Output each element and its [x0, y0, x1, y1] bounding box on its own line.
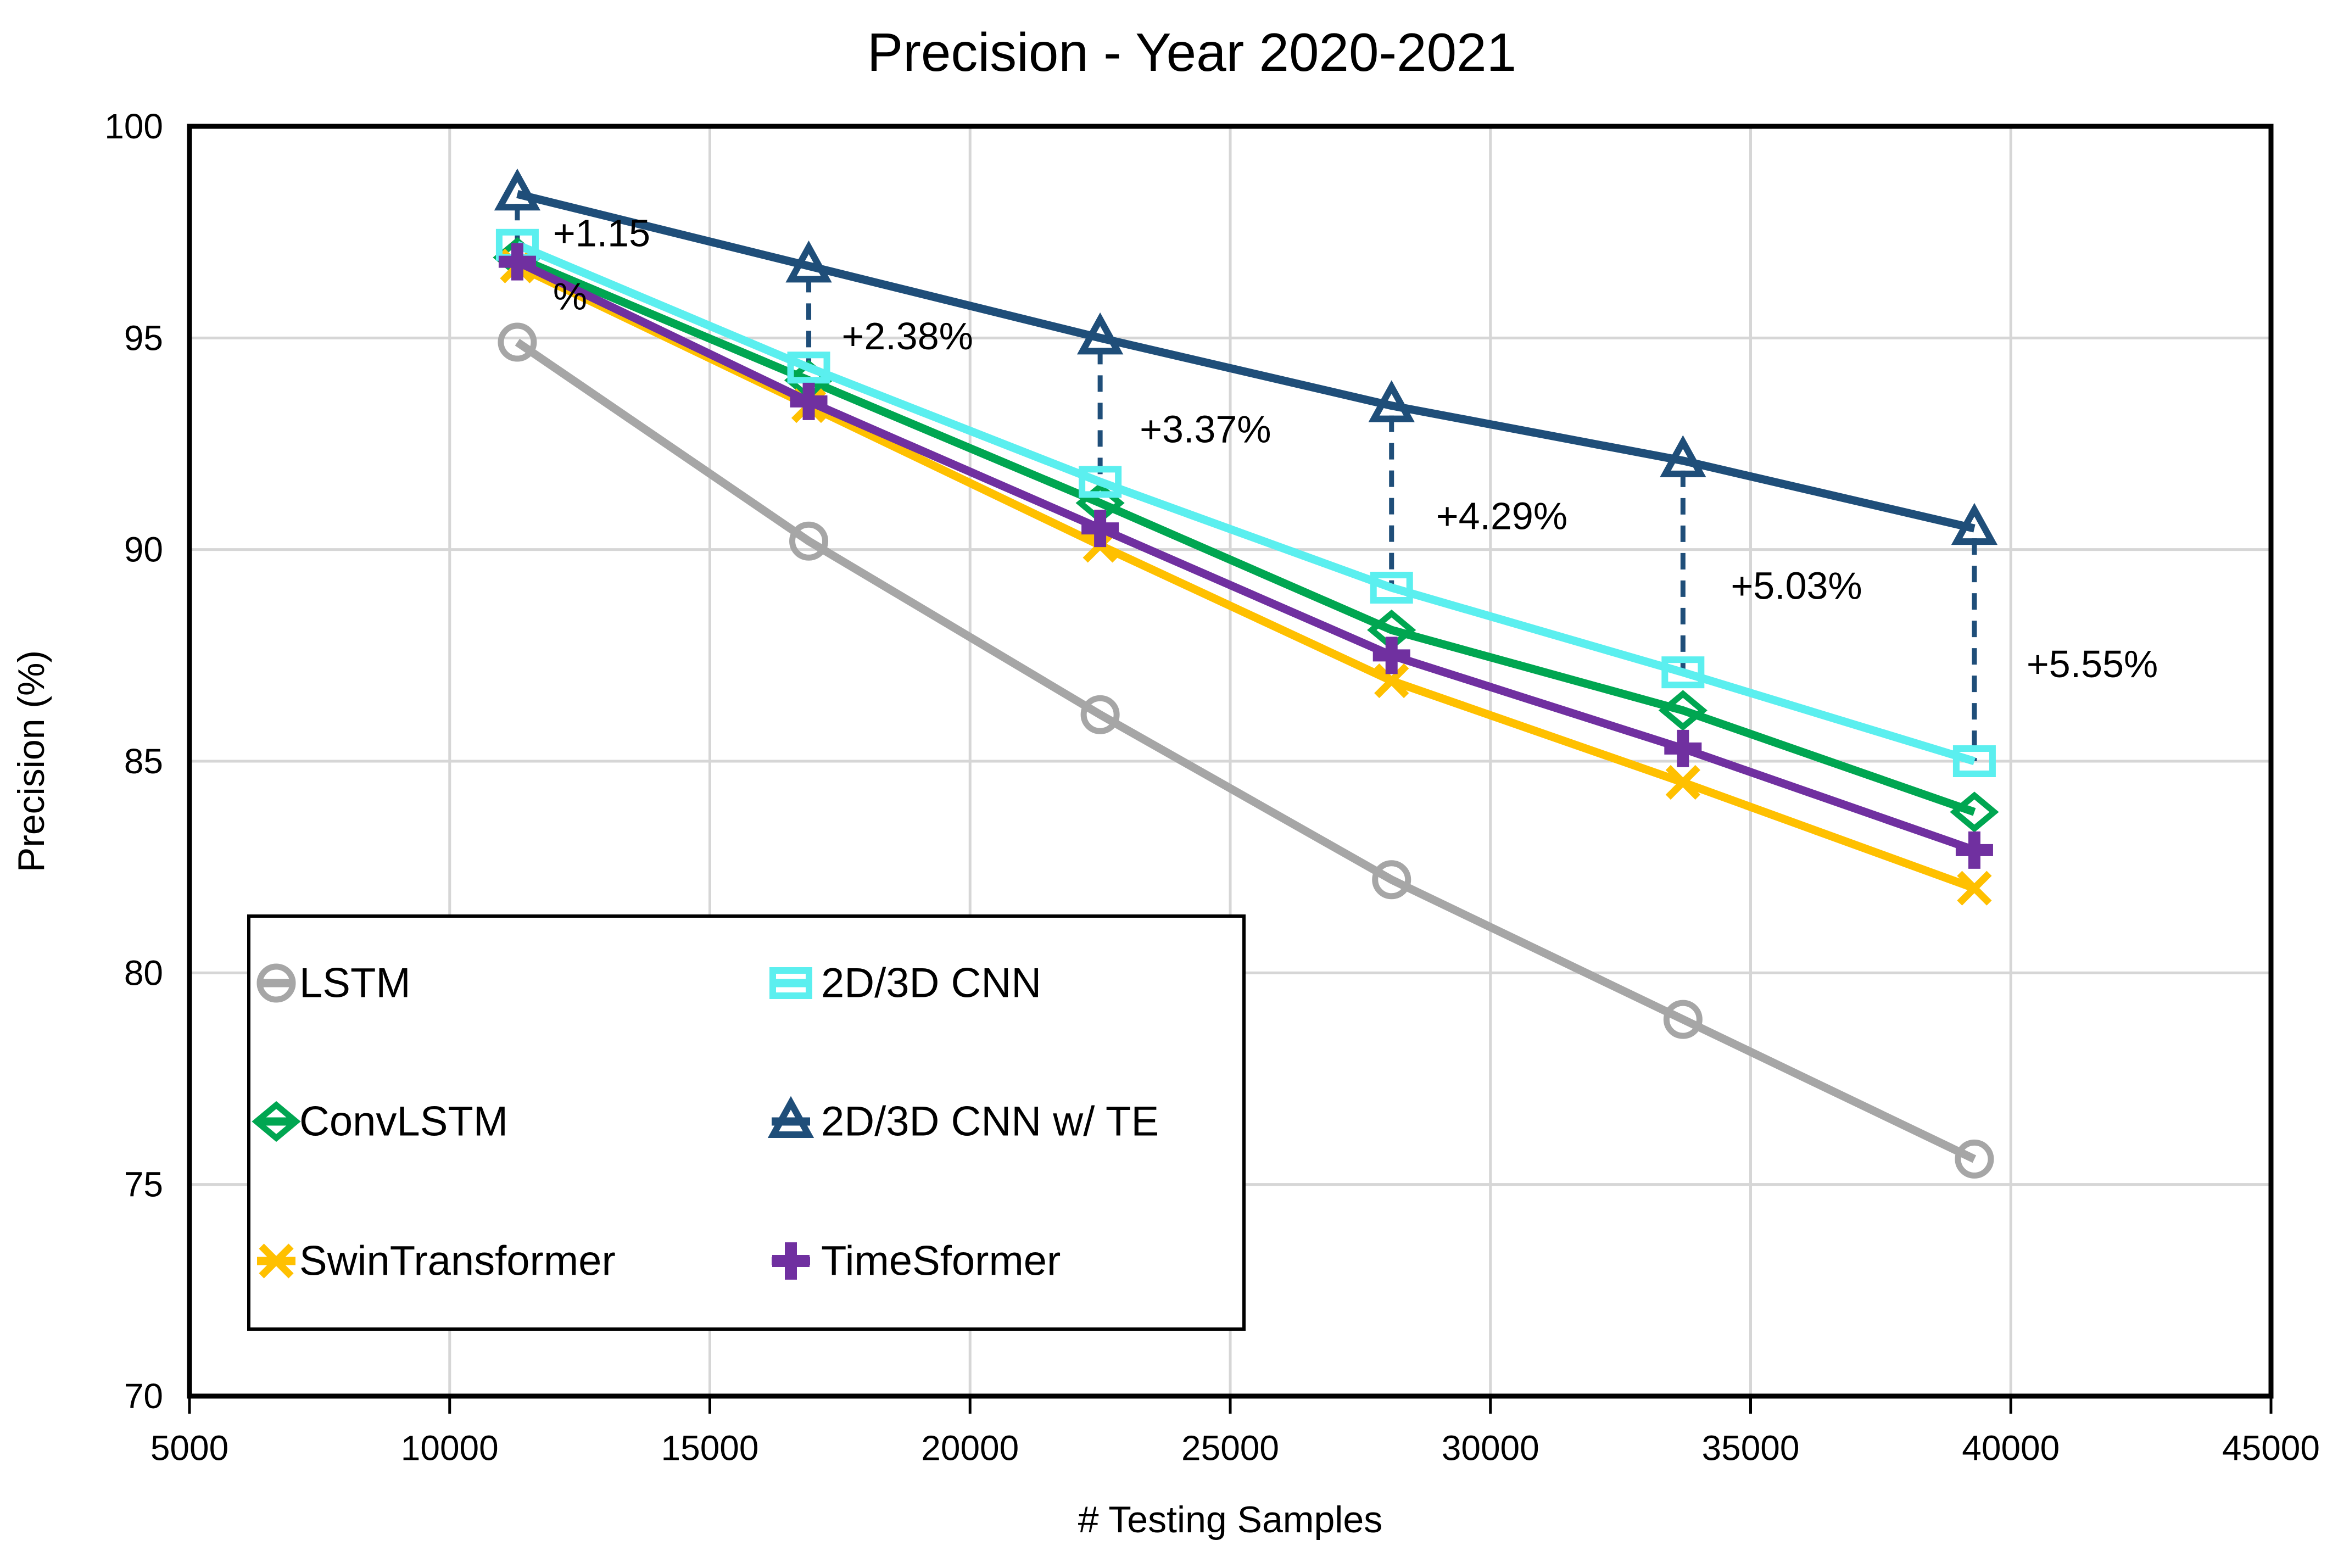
triangle-marker-icon: [1951, 503, 1998, 545]
y-tick-label: 95: [124, 318, 163, 358]
plus-marker-icon: [1372, 637, 1410, 674]
annotation-labels: +1.15% +2.38% +3.37% +4.29% +5.03% +5.55%: [553, 212, 2158, 686]
gap-annotation: +5.55%: [2027, 643, 2158, 685]
gap-annotation: +1.15: [553, 212, 650, 255]
legend-item-timesformer: TimeSformer: [772, 1238, 1061, 1285]
plus-marker-icon: [1955, 831, 1993, 869]
circle-marker-icon: [1663, 1000, 1703, 1039]
legend: LSTM 2D/3D CNN ConvLSTM 2D/3D CNN w/ TE Swin…: [247, 914, 1246, 1331]
y-tick-label: 75: [124, 1165, 163, 1204]
series-2d-3d-cnn: [495, 228, 1996, 777]
square-marker-icon: [1079, 466, 1122, 498]
y-tick-label: 70: [124, 1376, 163, 1416]
circle-marker-icon: [256, 963, 296, 1003]
y-tick-label: 85: [124, 741, 163, 781]
series-line-2d-3d-cnn-w-te: [516, 190, 1976, 533]
series-line-timesformer: [515, 258, 1976, 854]
y-axis: 70 75 80 85 90 95 100: [104, 107, 163, 1416]
gap-annotation: +5.03%: [1731, 564, 1862, 607]
series-line-lstm: [515, 338, 1977, 1163]
square-marker-icon: [787, 351, 830, 384]
x-marker-icon: [1957, 871, 1992, 906]
circle-marker-icon: [1372, 860, 1411, 900]
series-timesformer: [498, 243, 1993, 869]
legend-label: TimeSformer: [821, 1238, 1061, 1285]
x-tick-label: 25000: [1181, 1428, 1279, 1467]
plus-marker-icon: [498, 243, 536, 281]
triangle-marker-icon: [1368, 380, 1415, 422]
x-tick-label: 35000: [1702, 1428, 1800, 1467]
x-axis: 5000 10000 15000 20000 25000 30000 35000 40000 4…: [150, 1396, 2320, 1467]
circle-marker-icon: [498, 322, 537, 362]
plus-marker-icon: [1664, 729, 1702, 767]
x-marker-icon: [259, 1243, 294, 1279]
y-axis-title: Precision (%): [10, 650, 52, 872]
legend-item-2d-3d-cnn: 2D/3D CNN: [769, 960, 1041, 1007]
x-tick-label: 20000: [921, 1428, 1019, 1467]
legend-item-convlstm: ConvLSTM: [252, 1098, 508, 1145]
annotation-connectors: [515, 204, 1977, 761]
y-tick-label: 80: [124, 953, 163, 992]
plus-marker-icon: [772, 1242, 810, 1280]
circle-marker-icon: [789, 521, 829, 561]
diamond-marker-icon: [1950, 791, 1999, 833]
legend-label: SwinTransformer: [299, 1238, 616, 1285]
square-marker-icon: [1952, 745, 1996, 777]
triangle-marker-icon: [785, 240, 832, 283]
legend-label: ConvLSTM: [299, 1098, 508, 1145]
x-marker-icon: [1374, 663, 1409, 699]
legend-label: 2D/3D CNN w/ TE: [821, 1098, 1159, 1145]
chart-title: Precision - Year 2020-2021: [867, 22, 1516, 82]
x-tick-label: 40000: [1962, 1428, 2060, 1467]
x-tick-label: 45000: [2222, 1428, 2320, 1467]
series-lstm: [498, 322, 1994, 1179]
x-tick-label: 5000: [150, 1428, 228, 1467]
square-marker-icon: [1370, 572, 1413, 604]
legend-item-lstm: LSTM: [256, 960, 411, 1007]
gap-annotation: +4.29%: [1436, 494, 1567, 537]
legend-item-2d-3d-cnn-w-te: 2D/3D CNN w/ TE: [767, 1096, 1159, 1145]
legend-item-swintransformer: SwinTransformer: [257, 1238, 616, 1285]
plus-marker-icon: [1081, 510, 1119, 548]
plus-marker-icon: [790, 382, 828, 420]
series-2d-3d-cnn-w-te: [494, 168, 1998, 545]
triangle-marker-icon: [1076, 312, 1124, 355]
gap-annotation: +3.37%: [1140, 408, 1271, 450]
x-axis-title: # Testing Samples: [1078, 1499, 1382, 1541]
triangle-marker-icon: [767, 1096, 814, 1138]
legend-label: LSTM: [299, 960, 411, 1007]
square-marker-icon: [769, 967, 812, 999]
y-tick-label: 100: [104, 107, 163, 146]
square-marker-icon: [1661, 656, 1705, 689]
x-marker-icon: [1665, 765, 1700, 800]
diamond-marker-icon: [1658, 690, 1708, 731]
y-tick-label: 90: [124, 530, 163, 570]
circle-marker-icon: [1080, 695, 1120, 734]
legend-label: 2D/3D CNN: [821, 960, 1041, 1007]
circle-marker-icon: [1955, 1139, 1994, 1179]
triangle-marker-icon: [1660, 435, 1706, 477]
x-tick-label: 30000: [1442, 1428, 1539, 1467]
series-line-2d-3d-cnn: [516, 241, 1976, 766]
x-tick-label: 15000: [661, 1428, 759, 1467]
legend-box: [247, 914, 1246, 1331]
triangle-marker-icon: [494, 168, 541, 211]
x-tick-label: 10000: [401, 1428, 499, 1467]
diamond-marker-icon: [252, 1101, 301, 1142]
gap-annotation: %: [553, 275, 587, 318]
series-line-convlstm: [516, 253, 1976, 816]
gap-annotation: +2.38%: [842, 315, 973, 358]
